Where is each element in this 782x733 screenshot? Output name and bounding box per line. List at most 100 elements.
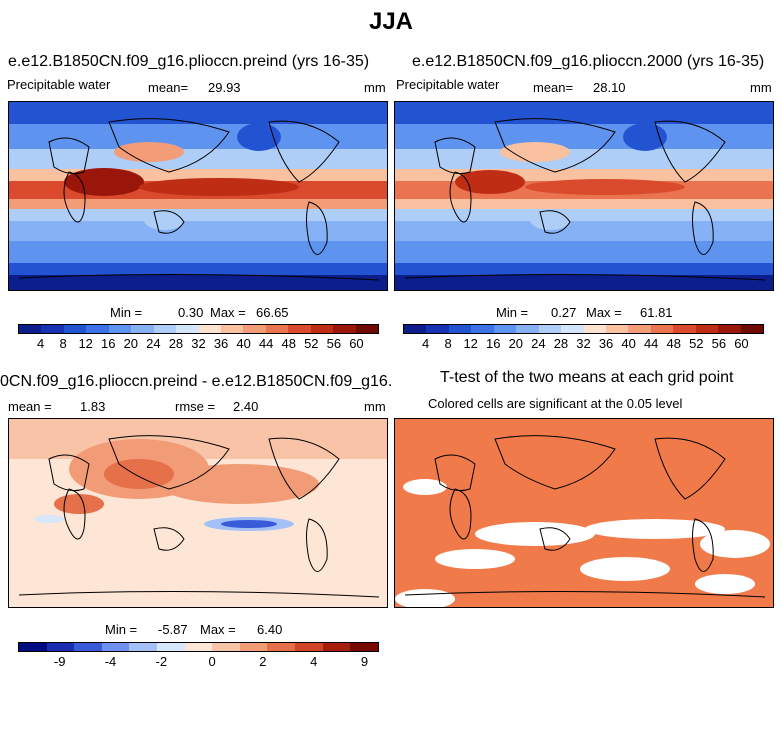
colorbar-swatch	[63, 325, 87, 333]
colorbar-swatch	[718, 325, 741, 333]
colorbar-swatch	[355, 325, 378, 333]
colorbar-swatch	[628, 325, 651, 333]
map-preind-svg	[9, 102, 387, 290]
colorbar-swatch	[673, 325, 696, 333]
colorbar-swatch	[426, 325, 449, 333]
colorbar-tick-label: 48	[281, 336, 296, 351]
colorbar-swatch	[350, 643, 378, 651]
colorbar-tick-label: 24	[146, 336, 161, 351]
max-value: 66.65	[256, 305, 289, 320]
mean-label: mean =	[8, 399, 52, 414]
colorbar-tick-label: 0	[208, 654, 216, 669]
map-diff-svg	[9, 419, 387, 607]
colorbar-2000	[403, 324, 764, 334]
colorbar-swatch	[740, 325, 763, 333]
colorbar-swatch	[74, 643, 102, 651]
max-label: Max =	[586, 305, 622, 320]
colorbar-ticks-diff: -9 -4 -2 0 2 4 9	[18, 654, 379, 670]
colorbar-tick-label: 32	[576, 336, 591, 351]
colorbar-swatch	[516, 325, 539, 333]
colorbar-ticks-2000: 4 8 12 16 20 24 28 32 36 40 44 48 52 56 60	[403, 336, 764, 352]
map-2000	[394, 101, 774, 291]
colorbar-tick-label: 20	[123, 336, 139, 351]
colorbar-swatch	[86, 325, 109, 333]
max-value: 61.81	[640, 305, 673, 320]
max-label: Max =	[200, 622, 236, 637]
colorbar-swatch	[493, 325, 517, 333]
colorbar-tick-label: 16	[486, 336, 501, 351]
colorbar-swatch	[471, 325, 494, 333]
mean-value: 29.93	[208, 80, 241, 95]
colorbar-tick-label: 40	[621, 336, 636, 351]
mean-label: mean=	[533, 80, 574, 95]
colorbar-tick-label: 40	[236, 336, 251, 351]
colorbar-tick-label: 4	[36, 336, 45, 351]
colorbar-tick-label: 44	[643, 336, 659, 351]
min-value: 0.27	[551, 305, 577, 320]
colorbar-tick-label: 12	[78, 336, 93, 351]
colorbar-swatch	[538, 325, 562, 333]
min-label: Min =	[496, 305, 529, 320]
min-label: Min =	[105, 622, 138, 637]
colorbar-swatch	[561, 325, 584, 333]
map-ttest-svg	[395, 419, 773, 607]
colorbar-swatch	[695, 325, 719, 333]
colorbar-swatch	[220, 325, 244, 333]
colorbar-swatch	[184, 643, 213, 651]
colorbar-swatch	[19, 325, 42, 333]
map-diff	[8, 418, 388, 608]
colorbar-tick-label: 12	[463, 336, 478, 351]
colorbar-tick-label: 48	[666, 336, 681, 351]
colorbar-tick-label: 8	[444, 336, 452, 351]
colorbar-tick-label: 44	[258, 336, 274, 351]
panel-title: 0CN.f09_g16.plioccn.preind - e.e12.B1850…	[0, 373, 392, 390]
page-title: JJA	[368, 8, 414, 35]
colorbar-tick-label: 60	[349, 336, 364, 351]
variable-label: Precipitable water	[7, 77, 111, 92]
colorbar-tick-label: 36	[213, 336, 229, 351]
panel-title: T-test of the two means at each grid poi…	[440, 369, 734, 386]
rmse-label: rmse =	[175, 399, 216, 414]
colorbar-swatch	[295, 643, 323, 651]
colorbar-swatch	[131, 325, 154, 333]
mean-value: 1.83	[80, 399, 106, 414]
colorbar-swatch	[322, 643, 351, 651]
colorbar-swatch	[153, 325, 177, 333]
colorbar-tick-label: 2	[259, 654, 267, 669]
colorbar-swatch	[605, 325, 629, 333]
colorbar-swatch	[19, 643, 47, 651]
colorbar-swatch	[243, 325, 266, 333]
colorbar-tick-label: -9	[53, 654, 66, 669]
rmse-value: 2.40	[233, 399, 259, 414]
colorbar-tick-label: -2	[155, 654, 168, 669]
colorbar-swatch	[157, 643, 185, 651]
colorbar-swatch	[448, 325, 472, 333]
colorbar-swatch	[108, 325, 132, 333]
map-2000-svg	[395, 102, 773, 290]
colorbar-swatch	[265, 325, 289, 333]
panel-subtitle: Colored cells are significant at the 0.0…	[428, 396, 683, 411]
map-ttest	[394, 418, 774, 608]
mean-label: mean=	[148, 80, 189, 95]
colorbar-tick-label: 60	[734, 336, 749, 351]
panel-title: e.e12.B1850CN.f09_g16.plioccn.preind (yr…	[8, 53, 370, 70]
colorbar-tick-label: 20	[508, 336, 524, 351]
colorbar-swatch	[198, 325, 221, 333]
units-label: mm	[364, 80, 386, 95]
colorbar-tick-label: 52	[689, 336, 704, 351]
colorbar-preind	[18, 324, 379, 334]
colorbar-ticks-preind: 4 8 12 16 20 24 28 32 36 40 44 48 52 56 60	[18, 336, 379, 352]
colorbar-tick-label: 32	[191, 336, 206, 351]
max-value: 6.40	[257, 622, 283, 637]
colorbar-swatch	[404, 325, 427, 333]
units-label: mm	[750, 80, 772, 95]
units-label: mm	[364, 399, 386, 414]
colorbar-swatch	[310, 325, 334, 333]
colorbar-swatch	[267, 643, 296, 651]
mean-value: 28.10	[593, 80, 626, 95]
colorbar-swatch	[583, 325, 606, 333]
map-preind	[8, 101, 388, 291]
colorbar-tick-label: 52	[304, 336, 319, 351]
colorbar-swatch	[288, 325, 311, 333]
colorbar-swatch	[41, 325, 64, 333]
